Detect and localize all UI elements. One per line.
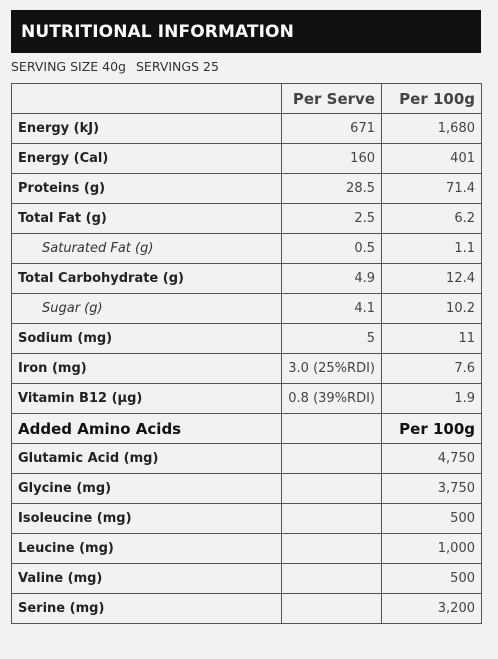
row-label: Valine (mg) bbox=[11, 563, 282, 594]
row-per-serve: 2.5 bbox=[281, 203, 382, 234]
nutrition-table: Per Serve Per 100g Energy (kJ) 671 1,680… bbox=[11, 83, 482, 624]
table-row: Energy (Cal) 160 401 bbox=[11, 143, 482, 174]
table-row: Total Carbohydrate (g) 4.9 12.4 bbox=[11, 263, 482, 294]
row-label: Vitamin B12 (µg) bbox=[11, 383, 282, 414]
row-per-100g: 12.4 bbox=[381, 263, 482, 294]
column-header-nutrient bbox=[11, 83, 282, 114]
row-per-serve-empty bbox=[281, 443, 382, 474]
row-per-100g: 401 bbox=[381, 143, 482, 174]
row-per-100g: 10.2 bbox=[381, 293, 482, 324]
row-per-serve: 28.5 bbox=[281, 173, 382, 204]
row-per-100g: 500 bbox=[381, 563, 482, 594]
row-per-serve-empty bbox=[281, 473, 382, 504]
amino-acids-empty-cell bbox=[281, 413, 382, 444]
row-label: Glutamic Acid (mg) bbox=[11, 443, 282, 474]
row-per-serve: 160 bbox=[281, 143, 382, 174]
row-label: Total Carbohydrate (g) bbox=[11, 263, 282, 294]
row-per-100g: 1.9 bbox=[381, 383, 482, 414]
table-row: Iron (mg) 3.0 (25%RDI) 7.6 bbox=[11, 353, 482, 384]
table-row: Serine (mg) 3,200 bbox=[11, 593, 482, 624]
table-row: Sodium (mg) 5 11 bbox=[11, 323, 482, 354]
row-per-serve: 671 bbox=[281, 113, 382, 144]
row-per-serve-empty bbox=[281, 593, 382, 624]
serving-info: SERVING SIZE 40g SERVINGS 25 bbox=[11, 59, 219, 77]
row-label: Energy (Cal) bbox=[11, 143, 282, 174]
row-per-serve-empty bbox=[281, 563, 382, 594]
row-label: Leucine (mg) bbox=[11, 533, 282, 564]
table-row: Valine (mg) 500 bbox=[11, 563, 482, 594]
table-row: Isoleucine (mg) 500 bbox=[11, 503, 482, 534]
row-per-serve: 5 bbox=[281, 323, 382, 354]
amino-acids-heading: Added Amino Acids bbox=[11, 413, 282, 444]
table-row: Glycine (mg) 3,750 bbox=[11, 473, 482, 504]
table-row: Energy (kJ) 671 1,680 bbox=[11, 113, 482, 144]
table-row-sub: Saturated Fat (g) 0.5 1.1 bbox=[11, 233, 482, 264]
servings-count: SERVINGS 25 bbox=[135, 59, 219, 74]
amino-acids-header-row: Added Amino Acids Per 100g bbox=[11, 413, 482, 444]
row-label: Isoleucine (mg) bbox=[11, 503, 282, 534]
row-per-100g: 7.6 bbox=[381, 353, 482, 384]
table-row: Glutamic Acid (mg) 4,750 bbox=[11, 443, 482, 474]
row-per-serve: 0.8 (39%RDI) bbox=[281, 383, 382, 414]
row-label: Iron (mg) bbox=[11, 353, 282, 384]
row-per-serve-empty bbox=[281, 533, 382, 564]
row-per-100g: 71.4 bbox=[381, 173, 482, 204]
row-label: Serine (mg) bbox=[11, 593, 282, 624]
row-label: Saturated Fat (g) bbox=[11, 233, 282, 264]
row-label: Energy (kJ) bbox=[11, 113, 282, 144]
row-label: Sugar (g) bbox=[11, 293, 282, 324]
row-per-100g: 3,750 bbox=[381, 473, 482, 504]
column-header-per-serve: Per Serve bbox=[281, 83, 382, 114]
serving-size: SERVING SIZE 40g bbox=[11, 59, 126, 74]
row-per-100g: 1.1 bbox=[381, 233, 482, 264]
column-header-per-100g: Per 100g bbox=[381, 83, 482, 114]
page-title: NUTRITIONAL INFORMATION bbox=[11, 10, 481, 53]
table-row-sub: Sugar (g) 4.1 10.2 bbox=[11, 293, 482, 324]
row-per-serve-empty bbox=[281, 503, 382, 534]
row-per-100g: 1,680 bbox=[381, 113, 482, 144]
row-per-serve: 4.9 bbox=[281, 263, 382, 294]
table-row: Total Fat (g) 2.5 6.2 bbox=[11, 203, 482, 234]
row-per-serve: 4.1 bbox=[281, 293, 382, 324]
page-title-text: NUTRITIONAL INFORMATION bbox=[21, 21, 294, 42]
row-label: Total Fat (g) bbox=[11, 203, 282, 234]
row-label: Sodium (mg) bbox=[11, 323, 282, 354]
table-row: Vitamin B12 (µg) 0.8 (39%RDI) 1.9 bbox=[11, 383, 482, 414]
row-label: Glycine (mg) bbox=[11, 473, 282, 504]
row-per-100g: 4,750 bbox=[381, 443, 482, 474]
row-per-100g: 1,000 bbox=[381, 533, 482, 564]
table-header-row: Per Serve Per 100g bbox=[11, 83, 482, 114]
row-per-100g: 3,200 bbox=[381, 593, 482, 624]
row-label: Proteins (g) bbox=[11, 173, 282, 204]
table-row: Leucine (mg) 1,000 bbox=[11, 533, 482, 564]
row-per-100g: 500 bbox=[381, 503, 482, 534]
amino-acids-per-100g-header: Per 100g bbox=[381, 413, 482, 444]
table-row: Proteins (g) 28.5 71.4 bbox=[11, 173, 482, 204]
row-per-serve: 0.5 bbox=[281, 233, 382, 264]
row-per-100g: 6.2 bbox=[381, 203, 482, 234]
row-per-serve: 3.0 (25%RDI) bbox=[281, 353, 382, 384]
row-per-100g: 11 bbox=[381, 323, 482, 354]
